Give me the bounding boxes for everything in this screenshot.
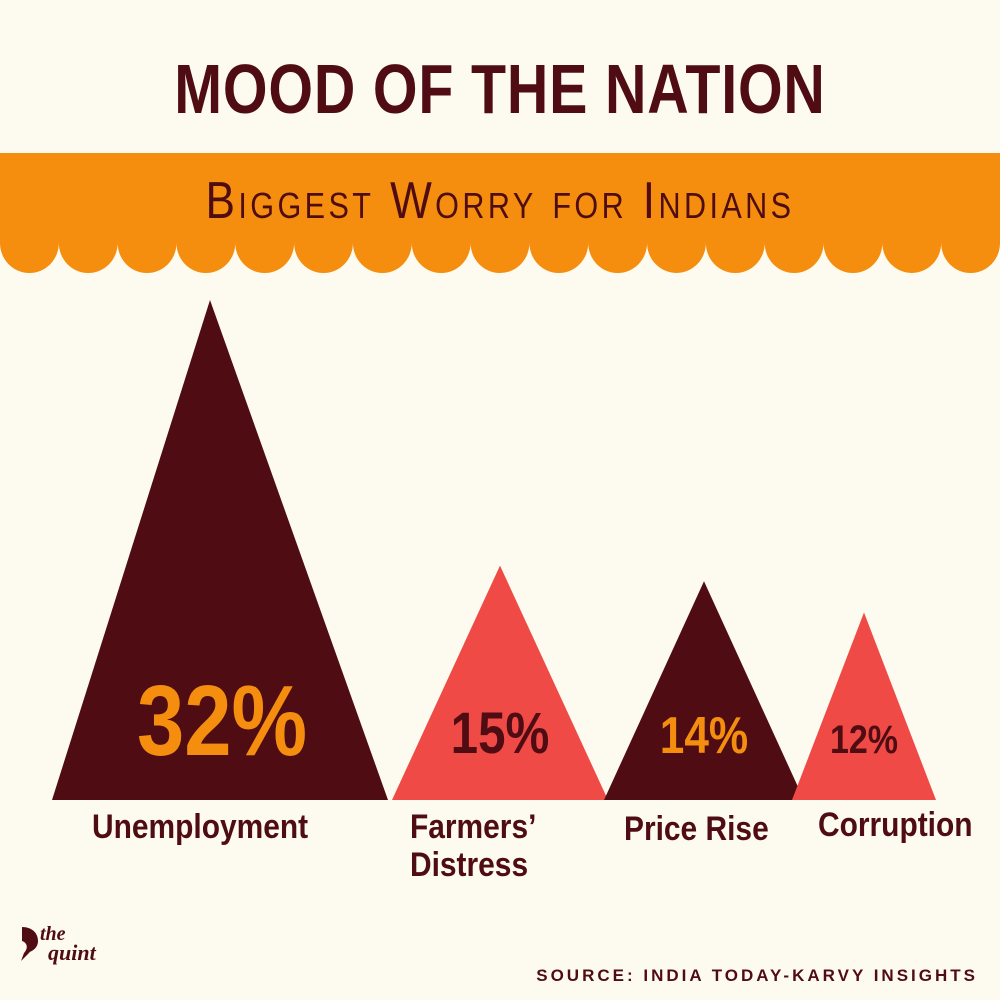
- triangle-mark-1: [52, 300, 388, 800]
- logo-quint-text: quint: [48, 940, 96, 965]
- source-note: SOURCE: INDIA TODAY-KARVY INSIGHTS: [536, 966, 978, 985]
- chart-subtitle: Biggest Worry for Indians: [205, 172, 795, 230]
- value-label-1: 32%: [137, 664, 307, 776]
- subtitle-banner: [0, 153, 1000, 273]
- category-label-4: Corruption: [818, 806, 973, 844]
- category-label-1: Unemployment: [92, 808, 309, 846]
- triangle-mark-4: [792, 612, 936, 800]
- triangle-mark-3: [604, 581, 804, 800]
- value-label-3: 14%: [660, 707, 748, 765]
- logo-the-text: the: [40, 923, 66, 945]
- category-label-3: Price Rise: [624, 810, 769, 848]
- category-label-2: Farmers’ Distress: [410, 808, 537, 884]
- value-label-2: 15%: [451, 701, 550, 766]
- triangle-mark-2: [392, 565, 608, 800]
- value-label-4: 12%: [830, 716, 898, 761]
- quint-quote-icon: [21, 927, 38, 961]
